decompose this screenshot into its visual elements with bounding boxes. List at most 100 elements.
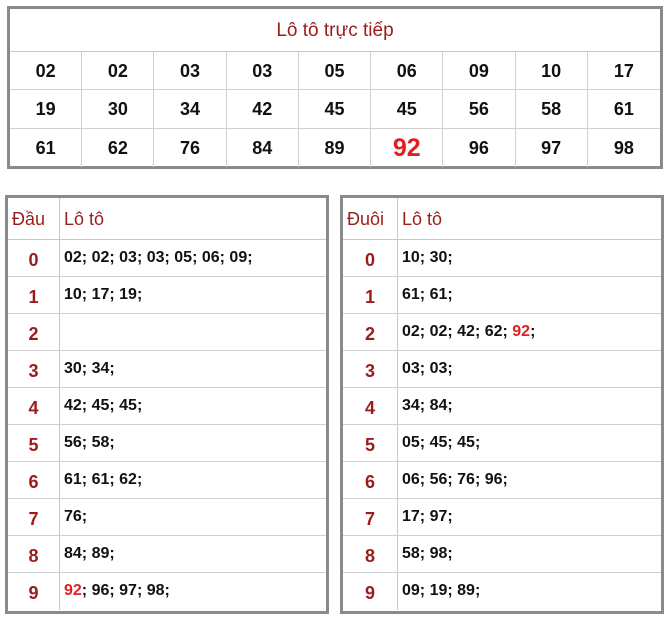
number-cell: 30 (82, 90, 155, 129)
row-key: 6 (8, 462, 60, 498)
number-cell: 05 (298, 52, 372, 91)
number-cell: 02 (82, 52, 155, 91)
row-key: 8 (8, 536, 60, 572)
row-value: 58; 98; (402, 545, 453, 562)
table-row: 1 10; 17; 19; (8, 277, 326, 314)
row-value: 06; 56; 76; 96; (402, 471, 508, 488)
head-digit-table: Đầu Lô tô 0 02; 02; 03; 03; 05; 06; 09; 1 1… (5, 195, 329, 614)
table-row: 1 61; 61; (343, 277, 661, 314)
header-key: Đuôi (343, 198, 398, 239)
row-value: 10; 30; (402, 249, 453, 266)
number-cell: 42 (226, 90, 299, 129)
number-cell: 96 (443, 128, 516, 167)
number-cell: 45 (371, 90, 444, 129)
row-key: 4 (343, 388, 398, 424)
row-value: 03; 03; (402, 360, 453, 377)
row-key: 9 (8, 573, 60, 610)
table-row: 6 61; 61; 62; (8, 462, 326, 499)
table-row: 9 92; 96; 97; 98; (8, 573, 326, 610)
row-key: 1 (343, 277, 398, 313)
number-cell: 98 (613, 137, 634, 158)
row-key: 3 (8, 351, 60, 387)
table-row: 0 10; 30; (343, 240, 661, 277)
table-header: Đầu Lô tô (8, 198, 326, 240)
tail-digit-table: Đuôi Lô tô 0 10; 30; 1 61; 61; 2 02; 02; 42; … (340, 195, 664, 614)
live-numbers-panel: Lô tô trực tiếp 02 02 03 03 05 06 09 10 17 19 30 34… (7, 6, 663, 169)
row-key: 4 (8, 388, 60, 424)
row-key: 7 (8, 499, 60, 535)
page-title: Lô tô trực tiếp (10, 9, 660, 52)
table-row: 2 (8, 314, 326, 351)
highlight-number: 92 (512, 323, 531, 340)
row-key: 5 (8, 425, 60, 461)
table-row: 3 30; 34; (8, 351, 326, 388)
table-row: 8 84; 89; (8, 536, 326, 573)
row-value: 02; 02; 03; 03; 05; 06; 09; (64, 249, 253, 266)
row-key: 2 (8, 314, 60, 350)
table-row: 7 76; (8, 499, 326, 536)
number-cell: 02 (10, 52, 83, 91)
table-row: 5 05; 45; 45; (343, 425, 661, 462)
number-cell: 84 (227, 128, 299, 167)
row-value: 56; 58; (64, 434, 115, 451)
row-value: 05; 45; 45; (402, 434, 481, 451)
table-row: 4 42; 45; 45; (8, 388, 326, 425)
number-cell: 10 (515, 52, 588, 91)
row-value: 10; 17; 19; (64, 286, 143, 303)
number-cell: 97 (516, 128, 588, 167)
row-key: 7 (343, 499, 398, 535)
number-cell: 09 (443, 52, 516, 91)
row-value: 34; 84; (402, 397, 453, 414)
number-cell: 56 (443, 90, 516, 129)
table-row: 8 58; 98; (343, 536, 661, 573)
table-header: Đuôi Lô tô (343, 198, 661, 240)
row-value: 61; 61; 62; (64, 471, 143, 488)
row-key: 3 (343, 351, 398, 387)
table-row: 9 09; 19; 89; (343, 573, 661, 610)
table-row: 4 34; 84; (343, 388, 661, 425)
header-value: Lô tô (64, 209, 105, 229)
row-value: 61; 61; (402, 286, 453, 303)
header-key: Đầu (8, 198, 60, 239)
row-key: 2 (343, 314, 398, 350)
row-value: 84; 89; (64, 545, 115, 562)
table-row: 6 06; 56; 76; 96; (343, 462, 661, 499)
table-row: 3 03; 03; (343, 351, 661, 388)
number-cell: 17 (587, 52, 660, 91)
row-value: 30; 34; (64, 360, 115, 377)
table-row: 7 17; 97; (343, 499, 661, 536)
header-value: Lô tô (402, 209, 443, 229)
row-key: 6 (343, 462, 398, 498)
numbers-grid: 02 02 03 03 05 06 09 10 17 19 30 34 42 45 45 56 58 61 61 62… (10, 52, 660, 167)
table-row: 5 56; 58; (8, 425, 326, 462)
number-cell: 19 (10, 90, 83, 129)
number-cell: 03 (154, 52, 227, 91)
row-key: 9 (343, 573, 398, 610)
row-value: 76; (64, 508, 88, 525)
row-value: 92; 96; 97; 98; (64, 582, 170, 599)
row-value: 02; 02; 42; 62; 92; (402, 323, 536, 340)
row-value (60, 314, 326, 350)
row-key: 0 (8, 240, 60, 276)
number-cell: 76 (154, 128, 227, 167)
number-cell: 06 (371, 52, 444, 91)
number-cell: 62 (82, 128, 155, 167)
row-value: 42; 45; 45; (64, 397, 143, 414)
number-cell: 03 (226, 52, 299, 91)
table-row: 2 02; 02; 42; 62; 92; (343, 314, 661, 351)
row-key: 8 (343, 536, 398, 572)
table-row: 0 02; 02; 03; 03; 05; 06; 09; (8, 240, 326, 277)
number-cell: 58 (515, 90, 588, 129)
number-cell: 61 (587, 90, 660, 129)
number-cell: 45 (298, 90, 372, 129)
number-cell: 89 (299, 128, 372, 167)
number-cell: 34 (154, 90, 227, 129)
number-cell: 92 (371, 128, 444, 167)
row-key: 0 (343, 240, 398, 276)
row-key: 5 (343, 425, 398, 461)
highlight-number: 92 (64, 582, 82, 599)
number-cell: 61 (10, 128, 83, 167)
row-key: 1 (8, 277, 60, 313)
row-value: 17; 97; (402, 508, 453, 525)
row-value: 09; 19; 89; (402, 582, 481, 599)
